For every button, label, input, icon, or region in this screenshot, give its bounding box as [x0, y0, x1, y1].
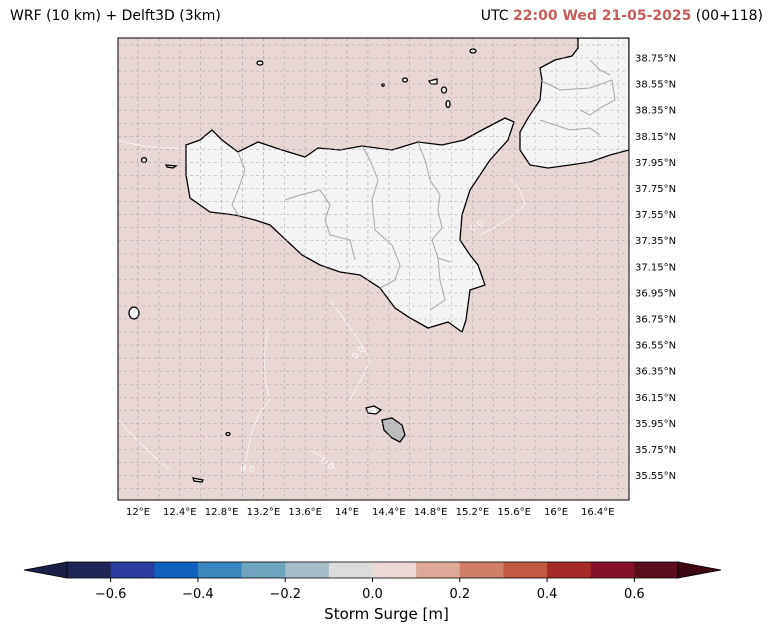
longitude-tick-label: 14.8°E — [414, 507, 448, 518]
contour-label: 0.0 — [240, 465, 255, 475]
colorbar-tick-label: −0.2 — [269, 587, 301, 602]
surge-contours — [118, 139, 526, 471]
colorbar-bin — [634, 562, 679, 578]
colorbar-min-extend — [23, 561, 68, 579]
longitude-tick-label: 16.4°E — [581, 507, 615, 518]
colorbar-bin — [459, 562, 504, 578]
map-title: WRF (10 km) + Delft3D (3km) — [10, 8, 221, 24]
colorbar-tick-label: −0.4 — [182, 587, 214, 602]
colorbar-bin — [590, 562, 635, 578]
islet — [401, 77, 409, 83]
colorbar-bin — [285, 562, 330, 578]
colorbar-bin — [372, 562, 417, 578]
latitude-tick-label: 37.95°N — [635, 158, 676, 169]
valid-datetime: 22:00 Wed 21-05-2025 — [513, 8, 692, 24]
colorbar-tick-label: 0.0 — [362, 587, 383, 602]
latitude-tick-label: 35.55°N — [635, 471, 676, 482]
colorbar-bin — [154, 562, 199, 578]
province-boundaries — [231, 59, 616, 311]
colorbar-max-extend — [677, 561, 722, 579]
islet — [440, 86, 448, 94]
latitude-tick-label: 37.55°N — [635, 210, 676, 221]
colorbar-bin — [110, 562, 155, 578]
longitude-tick-label: 13.6°E — [288, 507, 322, 518]
pantelleria-island — [128, 306, 140, 320]
latitude-tick-label: 38.55°N — [635, 80, 676, 91]
latitude-tick-label: 35.75°N — [635, 445, 676, 456]
map-frame — [117, 37, 630, 501]
latitude-tick-label: 37.15°N — [635, 262, 676, 273]
latitude-tick-label: 38.75°N — [635, 54, 676, 65]
colorbar-bin — [547, 562, 592, 578]
latitude-tick-label: 38.35°N — [635, 106, 676, 117]
valid-time: UTC 22:00 Wed 21-05-2025 (00+118) — [481, 8, 763, 24]
islet — [469, 48, 477, 54]
colorbar-bin — [241, 562, 286, 578]
islet — [164, 164, 178, 169]
longitude-tick-label: 14°E — [335, 507, 359, 518]
colorbar-bin — [328, 562, 373, 578]
longitude-tick-label: 12°E — [126, 507, 150, 518]
longitude-tick-label: 12.4°E — [163, 507, 197, 518]
latitude-tick-label: 35.95°N — [635, 419, 676, 430]
longitude-tick-label: 12.8°E — [205, 507, 239, 518]
utc-label: UTC — [480, 8, 509, 24]
colorbar-bin — [67, 562, 112, 578]
lampedusa-island — [192, 477, 204, 483]
latitude-tick-label: 36.55°N — [635, 341, 676, 352]
latitude-tick-label: 37.35°N — [635, 236, 676, 247]
islet — [225, 431, 231, 437]
longitude-tick-label: 15.6°E — [497, 507, 531, 518]
longitude-tick-label: 16°E — [544, 507, 568, 518]
longitude-tick-label: 14.4°E — [372, 507, 406, 518]
colorbar-tick-label: 0.2 — [449, 587, 470, 602]
latitude-tick-label: 36.15°N — [635, 393, 676, 404]
colorbar-tick-label: −0.6 — [95, 587, 127, 602]
colorbar-tick-label: 0.4 — [537, 587, 558, 602]
latitude-tick-label: 38.15°N — [635, 132, 676, 143]
colorbar-tick-label: 0.6 — [624, 587, 645, 602]
islet — [445, 99, 451, 109]
latitude-tick-label: 36.35°N — [635, 367, 676, 378]
islet — [256, 60, 264, 66]
malta-island — [381, 417, 406, 443]
longitude-tick-label: 15.2°E — [456, 507, 490, 518]
latitude-tick-label: 36.75°N — [635, 315, 676, 326]
colorbar-bin — [503, 562, 548, 578]
lead-time: (00+118) — [695, 8, 763, 24]
longitude-tick-label: 13.2°E — [247, 507, 281, 518]
latitude-tick-label: 36.95°N — [635, 288, 676, 299]
colorbar-bin — [197, 562, 243, 578]
sicily-landmass — [185, 117, 515, 334]
latitude-labels: 38.75°N 38.55°N 38.35°N 38.15°N 37.95°N 37.75… — [635, 54, 676, 483]
longitude-labels: 12°E 12.4°E 12.8°E 13.2°E 13.6°E 14°E 14.4°E 14… — [126, 507, 615, 518]
latitude-tick-label: 37.75°N — [635, 184, 676, 195]
islet — [140, 156, 148, 164]
colorbar-bin — [416, 562, 461, 578]
graticule — [118, 38, 629, 500]
colorbar-label: Storm Surge [m] — [324, 605, 449, 623]
colorbar: −0.6 −0.4 −0.2 0.0 0.2 0.4 0.6 — [23, 561, 722, 602]
